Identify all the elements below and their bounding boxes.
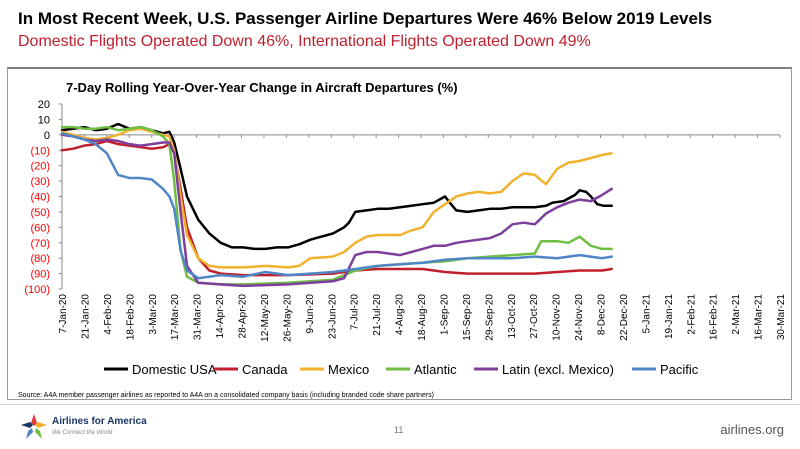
legend-label: Canada [242,362,288,377]
y-tick-label: 10 [38,114,50,126]
legend-label: Domestic USA [132,362,217,377]
y-tick-label: (60) [30,222,50,234]
legend-label: Latin (excl. Mexico) [502,362,614,377]
y-tick-label: (20) [30,161,50,173]
x-tick-label: 23-Jun-20 [327,294,338,339]
y-tick-label: (100) [24,284,50,296]
logo-name: Airlines for America [52,416,147,427]
x-tick-label: 18-Feb-20 [125,294,136,341]
series-line-canada [60,139,613,277]
x-tick-label: 1-Sep-20 [439,294,450,336]
logo-tagline: We Connect the World [52,430,113,436]
footer-divider [0,404,800,405]
y-tick-label: (40) [30,192,50,204]
x-tick-label: 4-Aug-20 [395,294,406,336]
x-tick-label: 18-Aug-20 [417,294,428,341]
x-tick-label: 21-Jul-20 [372,294,383,336]
x-tick-label: 12-May-20 [260,294,271,342]
x-tick-label: 16-Feb-21 [709,294,720,341]
x-tick-label: 14-Apr-20 [215,294,226,339]
page-title: In Most Recent Week, U.S. Passenger Airl… [18,9,713,28]
series-line-mexico [60,127,613,269]
y-tick-label: 20 [38,99,50,111]
logo: Airlines for America We Connect the Worl… [20,413,170,443]
chart-frame [7,67,792,400]
x-tick-label: 29-Sep-20 [484,294,495,341]
x-tick-label: 10-Nov-20 [552,294,563,341]
series-line-latin-excl-mexico [60,133,613,288]
y-tick-label: (80) [30,253,50,265]
series-line-atlantic [60,125,613,286]
x-tick-label: 15-Sep-20 [462,294,473,341]
x-tick-label: 24-Nov-20 [574,294,585,341]
series-line-pacific [60,132,613,280]
x-tick-label: 30-Mar-21 [776,294,787,341]
series-line-domestic-usa [60,122,613,251]
legend-label: Atlantic [414,362,457,377]
y-tick-label: (50) [30,207,50,219]
x-tick-label: 31-Mar-20 [193,294,204,341]
x-tick-label: 8-Dec-20 [597,294,608,336]
page-subtitle: Domestic Flights Operated Down 46%, Inte… [18,33,591,50]
x-tick-label: 27-Oct-20 [529,294,540,339]
source-note: Source: A4A member passenger airlines as… [18,392,434,399]
page-number: 11 [394,425,404,435]
x-tick-label: 5-Jan-21 [641,294,652,334]
y-tick-label: 0 [44,130,50,142]
x-tick-label: 28-Apr-20 [238,294,249,339]
x-tick-label: 16-Mar-21 [754,294,765,341]
star-logo-icon [21,414,47,439]
x-tick-label: 2-Mar-21 [731,294,742,335]
x-tick-label: 17-Mar-20 [170,294,181,341]
x-tick-label: 9-Jun-20 [305,294,316,334]
website-link[interactable]: airlines.org [720,422,784,437]
x-tick-label: 26-May-20 [282,294,293,342]
legend-label: Pacific [660,362,699,377]
y-tick-label: (90) [30,269,50,281]
y-tick-label: (10) [30,145,50,157]
x-tick-label: 13-Oct-20 [507,294,518,339]
y-tick-label: (70) [30,238,50,250]
x-tick-label: 7-Jul-20 [350,294,361,331]
x-tick-label: 19-Jan-21 [664,294,675,339]
x-tick-label: 22-Dec-20 [619,294,630,341]
legend-label: Mexico [328,362,369,377]
x-tick-label: 4-Feb-20 [103,294,114,335]
x-tick-label: 21-Jan-20 [80,294,91,339]
x-tick-label: 7-Jan-20 [58,294,69,334]
y-tick-label: (30) [30,176,50,188]
chart-title: 7-Day Rolling Year-Over-Year Change in A… [66,80,458,95]
x-tick-label: 2-Feb-21 [686,294,697,335]
x-tick-label: 3-Mar-20 [148,294,159,335]
